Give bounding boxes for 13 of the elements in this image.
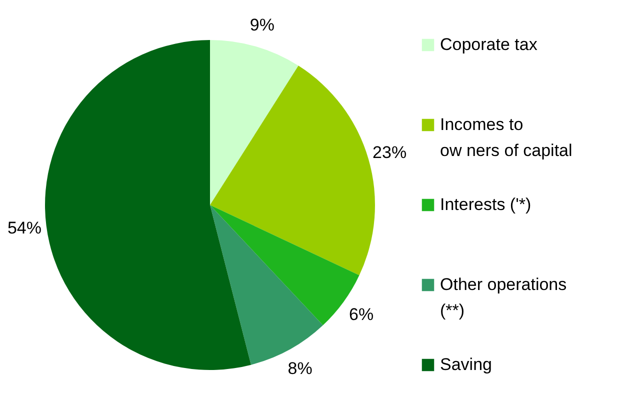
- pie-slice: [45, 40, 252, 370]
- data-label: 23%: [372, 142, 407, 162]
- legend-label: Other operations (**): [440, 275, 567, 320]
- data-label: 6%: [348, 304, 374, 324]
- legend-label: Coporate tax: [440, 35, 538, 54]
- legend-label: Interests ('*): [440, 195, 532, 214]
- legend-label: Incomes to ow ners of capital: [440, 115, 572, 160]
- data-label: 54%: [7, 218, 42, 238]
- data-label: 9%: [250, 15, 274, 34]
- data-label: 8%: [288, 358, 312, 378]
- pie-slice: [210, 40, 298, 205]
- pie-slice: [210, 66, 375, 276]
- legend-label: Saving: [440, 355, 492, 374]
